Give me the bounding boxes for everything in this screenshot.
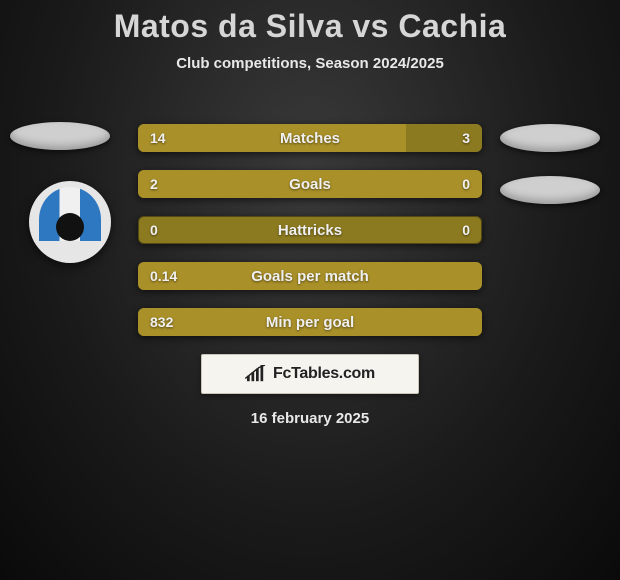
stat-bar-label: Hattricks <box>138 216 482 244</box>
brand-text: FcTables.com <box>273 365 375 383</box>
stat-bar-left-segment <box>138 170 482 198</box>
brand-chart-icon <box>245 365 267 383</box>
stat-bar: Goals per match0.14 <box>138 262 482 290</box>
player-left-placeholder-ellipse <box>10 122 110 150</box>
snapshot-date: 16 february 2025 <box>0 410 620 427</box>
stat-bar-left-segment <box>138 262 482 290</box>
comparison-bars: Matches143 Goals20 Hattricks0 0 Goals per ma… <box>138 124 482 354</box>
player-right-placeholder-ellipse-2 <box>500 176 600 204</box>
brand-attribution[interactable]: FcTables.com <box>201 354 419 394</box>
stat-bar: Matches143 <box>138 124 482 152</box>
stat-bar-left-segment <box>138 308 482 336</box>
player-right-placeholder-ellipse-1 <box>500 124 600 152</box>
page-subtitle: Club competitions, Season 2024/2025 <box>0 55 620 72</box>
stat-bar-right-segment <box>406 124 482 152</box>
stat-bar: Goals20 <box>138 170 482 198</box>
stat-bar: Hattricks0 0 <box>138 216 482 244</box>
club-badge-ball-icon <box>56 213 84 241</box>
stat-bar-left-segment <box>138 124 406 152</box>
stat-bar-right-value: 0 <box>462 216 470 244</box>
player-left-club-badge <box>29 181 111 263</box>
page-title: Matos da Silva vs Cachia <box>0 0 620 45</box>
stat-bar-left-value: 0 <box>150 216 158 244</box>
stat-bar: Min per goal832 <box>138 308 482 336</box>
